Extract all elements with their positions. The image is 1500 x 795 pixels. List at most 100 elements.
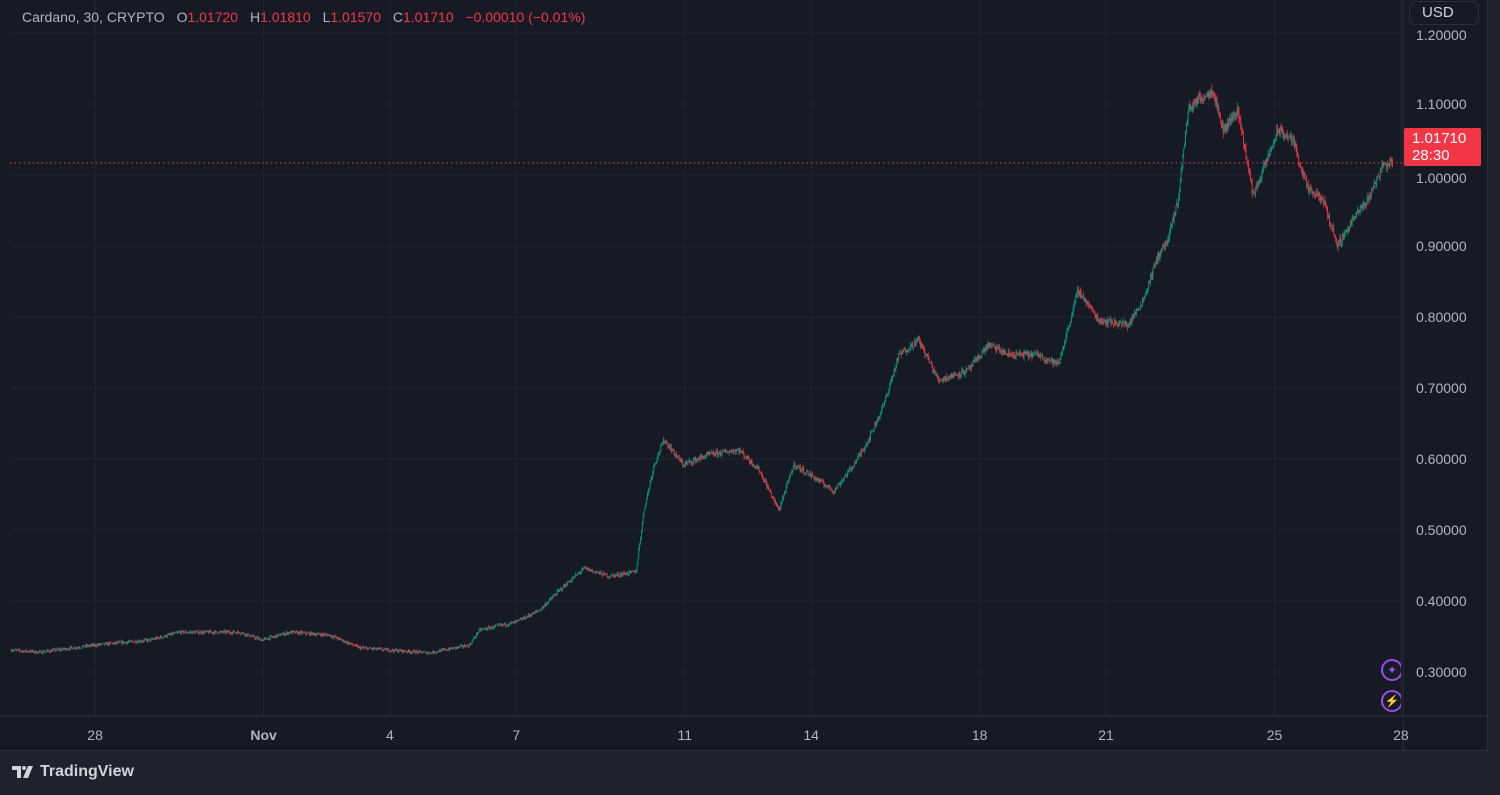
candle-body <box>894 369 896 371</box>
candle-body <box>78 647 80 649</box>
candle-body <box>1102 321 1104 323</box>
candle-body <box>1384 162 1386 164</box>
candle-body <box>1238 110 1240 120</box>
candle-body <box>666 441 668 443</box>
candle-body <box>140 641 142 643</box>
candle-body <box>422 652 424 654</box>
candle-body <box>827 484 829 486</box>
candle-body <box>169 634 171 636</box>
candle-body <box>817 479 819 481</box>
candle-body <box>1269 151 1271 157</box>
candle-body <box>1245 148 1247 160</box>
candle-body <box>823 483 825 486</box>
candle-body <box>1328 214 1329 219</box>
candle-body <box>198 632 200 634</box>
candle-body <box>168 634 170 635</box>
candle-body <box>1379 169 1381 177</box>
lightning-icon[interactable]: ⚡ <box>1381 690 1401 712</box>
candle-body <box>1161 249 1163 251</box>
candle-body <box>610 576 612 578</box>
candle-body <box>1079 289 1081 295</box>
candlestick-chart[interactable]: 0.300000.400000.500000.600000.700000.800… <box>0 0 1487 750</box>
candle-body <box>736 449 738 451</box>
candle-body <box>1244 144 1246 149</box>
candle-body <box>225 630 226 634</box>
candle-body <box>882 405 884 409</box>
candle-body <box>661 444 663 446</box>
candle-body <box>1306 179 1308 186</box>
candle-body <box>118 641 119 643</box>
candle-body <box>316 634 318 636</box>
candle-body <box>394 649 396 652</box>
candle-body <box>1043 358 1045 361</box>
candle-body <box>1193 99 1195 103</box>
candle-body <box>124 642 125 644</box>
candle-body <box>1122 321 1124 323</box>
candle-body <box>493 625 495 629</box>
candle-body <box>227 631 229 633</box>
candle-body <box>53 649 55 650</box>
candle-body <box>1090 306 1092 308</box>
candle-body <box>371 648 373 650</box>
sparkle-icon[interactable]: ✦ <box>1381 659 1401 681</box>
candle-body <box>348 643 350 645</box>
candle-body <box>74 647 75 649</box>
candle-body <box>559 588 561 591</box>
candle-body <box>791 472 792 474</box>
candle-body <box>96 644 98 647</box>
candle-body <box>813 476 815 480</box>
candle-body <box>215 631 217 632</box>
candle-body <box>806 471 807 473</box>
candle-body <box>753 464 755 467</box>
candle-body <box>708 452 710 454</box>
candle-body <box>498 624 500 626</box>
candle-body <box>144 639 146 641</box>
chart-panel[interactable]: 0.30000 0.40000 0.50000 0.60000 0.70000 0.800… <box>0 0 1488 751</box>
tradingview-logo[interactable]: TradingView <box>12 763 134 781</box>
candle-body <box>681 459 683 462</box>
candle-body <box>834 491 835 493</box>
candle-body <box>1006 353 1007 355</box>
candle-body <box>212 632 214 634</box>
candle-body <box>304 632 305 633</box>
candle-body <box>1066 329 1068 336</box>
candle-body <box>288 632 290 635</box>
candle-body <box>846 474 848 476</box>
candle-body <box>1290 134 1292 138</box>
candle-body <box>769 489 770 491</box>
currency-button[interactable]: USD <box>1409 1 1479 25</box>
candle-body <box>513 621 515 624</box>
candle-body <box>1220 117 1222 124</box>
candle-body <box>967 368 969 369</box>
candle-body <box>1104 320 1106 321</box>
candle-body <box>382 649 383 651</box>
candle-body <box>1068 327 1070 329</box>
candle-body <box>607 577 609 578</box>
candle-body <box>339 637 340 639</box>
candle-body <box>311 632 312 636</box>
candle-body <box>383 648 385 650</box>
candle-body <box>908 350 910 351</box>
candle-body <box>395 649 397 651</box>
candle-body <box>303 632 304 634</box>
candle-body <box>1286 133 1288 139</box>
candle-body <box>192 631 194 634</box>
candle-body <box>1139 308 1141 310</box>
candle-body <box>540 608 542 611</box>
candle-body <box>330 635 332 637</box>
candle-body <box>282 632 284 635</box>
candle-body <box>949 376 951 378</box>
candle-body <box>1004 352 1006 355</box>
candle-body <box>1105 320 1107 324</box>
candle-body <box>1313 191 1315 194</box>
candle-body <box>605 573 606 575</box>
candle-body <box>184 631 186 633</box>
candle-body <box>951 373 953 378</box>
candle-body <box>646 497 648 505</box>
candle-body <box>53 649 54 651</box>
candle-body <box>205 631 207 632</box>
candle-body <box>494 625 496 627</box>
candle-body <box>1192 106 1193 110</box>
candle-body <box>433 650 435 653</box>
candle-body <box>432 652 433 654</box>
